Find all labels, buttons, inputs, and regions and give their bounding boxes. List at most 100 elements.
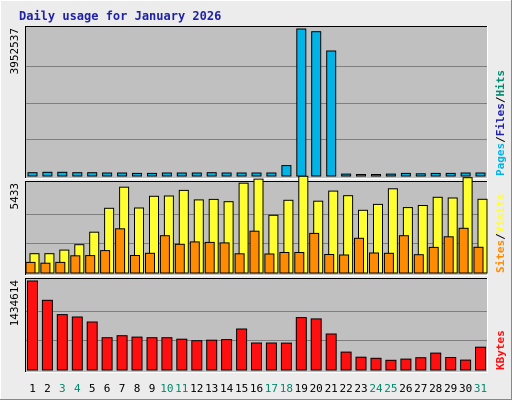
panel-background — [25, 26, 488, 179]
legend: Pages/Files/Hits — [494, 70, 507, 176]
bar-hits-day-30 — [460, 172, 471, 177]
bar-hits-day-4 — [72, 172, 83, 177]
day-label-20: 20 — [310, 382, 323, 395]
bar-sites-day-3 — [55, 261, 66, 274]
bar-hits-day-14 — [221, 172, 232, 177]
day-label-4: 4 — [74, 382, 81, 395]
bar-hits-day-2 — [42, 171, 53, 177]
day-label-6: 6 — [104, 382, 111, 395]
bar-kbytes-day-12 — [191, 340, 203, 371]
bar-hits-day-18 — [281, 165, 292, 177]
bar-hits-day-25 — [385, 173, 396, 177]
day-label-22: 22 — [339, 382, 352, 395]
day-label-29: 29 — [444, 382, 457, 395]
day-label-1: 1 — [29, 382, 36, 395]
bar-sites-day-22 — [339, 254, 350, 274]
day-label-15: 15 — [235, 382, 248, 395]
bar-sites-day-16 — [249, 230, 260, 274]
day-label-24: 24 — [369, 382, 383, 395]
bar-sites-day-24 — [369, 252, 379, 274]
bar-kbytes-day-11 — [176, 338, 188, 371]
bar-sites-day-6 — [100, 250, 111, 274]
bar-kbytes-day-9 — [146, 337, 158, 371]
bar-hits-day-19 — [296, 28, 307, 177]
panel-visits-sites: 5433 Sites/Visits — [8, 175, 507, 276]
bar-sites-day-8 — [130, 255, 140, 274]
bar-sites-day-17 — [264, 253, 275, 274]
bar-kbytes-day-5 — [86, 321, 98, 371]
bar-sites-day-28 — [428, 246, 439, 274]
day-label-30: 30 — [459, 382, 472, 395]
bar-kbytes-day-10 — [161, 337, 173, 371]
day-label-5: 5 — [89, 382, 96, 395]
legend-sites: Sites — [494, 240, 507, 273]
bar-hits-day-22 — [341, 173, 352, 177]
x-axis-day-labels: 1 2 3 4 5 6 7 8 9 10 11 12 13 14 15 16 17 18 19 20 21 22 23 24 2… — [29, 382, 487, 395]
bar-sites-day-7 — [115, 228, 126, 274]
bar-kbytes-day-1 — [27, 280, 38, 371]
bar-kbytes-day-20 — [310, 318, 322, 371]
bar-hits-day-10 — [161, 172, 172, 177]
bar-hits-day-24 — [371, 174, 381, 177]
bar-kbytes-day-30 — [460, 359, 472, 371]
day-label-21: 21 — [325, 382, 338, 395]
bar-hits-day-9 — [147, 172, 157, 177]
bar-kbytes-day-29 — [445, 357, 457, 371]
bar-hits-day-20 — [311, 31, 322, 177]
bar-sites-day-21 — [324, 254, 335, 274]
legend-visits: Visits — [494, 194, 507, 234]
bar-hits-day-1 — [27, 172, 38, 177]
bar-kbytes-day-13 — [206, 339, 218, 371]
bar-hits-day-8 — [132, 172, 142, 177]
bar-kbytes-day-4 — [71, 316, 83, 371]
legend-files: Files — [494, 103, 507, 136]
day-label-27: 27 — [414, 382, 427, 395]
bar-hits-day-13 — [206, 172, 217, 177]
bar-hits-day-26 — [400, 172, 411, 177]
bar-hits-day-12 — [191, 172, 202, 177]
bar-kbytes-day-8 — [131, 336, 143, 371]
bar-kbytes-day-16 — [251, 342, 262, 371]
day-label-26: 26 — [399, 382, 412, 395]
bar-hits-day-17 — [266, 172, 277, 177]
legend-separator: / — [494, 233, 507, 240]
legend: KBytes — [494, 330, 507, 370]
bar-sites-day-11 — [174, 243, 185, 274]
bar-kbytes-day-19 — [295, 317, 307, 371]
day-label-10: 10 — [160, 382, 173, 395]
bar-sites-day-23 — [354, 237, 364, 274]
bar-sites-day-14 — [219, 242, 230, 274]
legend-pages: Pages — [494, 143, 507, 176]
day-label-9: 9 — [149, 382, 156, 395]
bar-sites-day-29 — [443, 236, 454, 274]
legend-separator: / — [494, 136, 507, 143]
bar-kbytes-day-2 — [41, 299, 53, 371]
bar-hits-day-21 — [326, 50, 337, 177]
bar-kbytes-day-22 — [340, 351, 352, 371]
legend-kbytes: KBytes — [494, 330, 507, 370]
bar-sites-day-31 — [473, 246, 484, 274]
bar-sites-day-10 — [159, 235, 170, 274]
bar-kbytes-day-17 — [265, 342, 277, 371]
bar-kbytes-day-7 — [116, 335, 128, 371]
bar-hits-day-3 — [57, 171, 68, 177]
bar-hits-day-29 — [445, 172, 456, 177]
day-label-3: 3 — [59, 382, 66, 395]
day-label-31: 31 — [474, 382, 487, 395]
legend-separator: / — [494, 96, 507, 103]
bar-sites-day-25 — [383, 252, 394, 274]
bar-sites-day-1 — [25, 261, 36, 274]
bar-kbytes-day-14 — [221, 339, 233, 371]
bar-kbytes-day-3 — [56, 314, 68, 371]
bar-sites-day-13 — [204, 241, 215, 274]
day-label-7: 7 — [119, 382, 126, 395]
day-label-11: 11 — [175, 382, 188, 395]
bar-sites-day-12 — [189, 241, 200, 274]
bar-hits-day-27 — [415, 173, 426, 177]
chart-title: Daily usage for January 2026 — [19, 9, 221, 23]
day-label-19: 19 — [295, 382, 308, 395]
day-label-14: 14 — [220, 382, 234, 395]
bar-kbytes-day-23 — [355, 356, 367, 371]
bar-kbytes-day-15 — [236, 328, 248, 371]
